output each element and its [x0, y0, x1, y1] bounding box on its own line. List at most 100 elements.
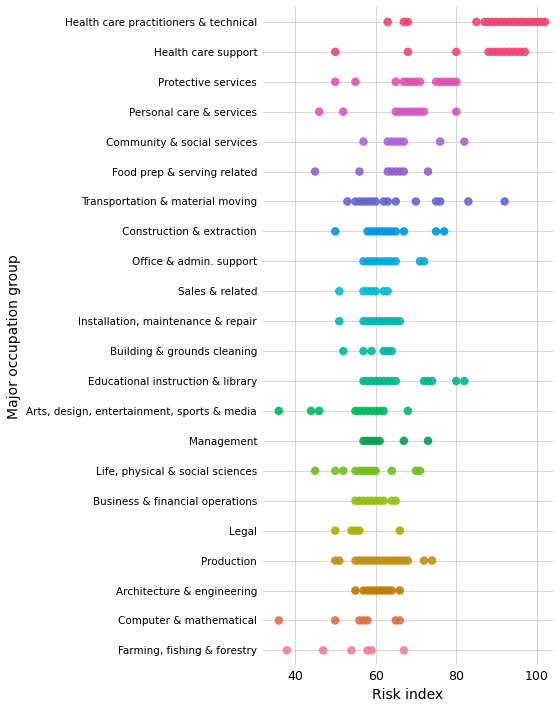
- Point: [359, 495, 368, 506]
- Point: [355, 196, 364, 207]
- Point: [480, 16, 489, 28]
- Point: [484, 46, 493, 57]
- Point: [383, 316, 392, 327]
- Point: [395, 106, 404, 118]
- Point: [363, 495, 372, 506]
- Point: [359, 615, 368, 626]
- Point: [339, 345, 348, 357]
- Point: [335, 316, 344, 327]
- Point: [375, 256, 384, 267]
- Point: [388, 585, 396, 596]
- Point: [391, 316, 400, 327]
- Point: [331, 76, 340, 87]
- Point: [412, 465, 421, 476]
- Point: [339, 465, 348, 476]
- Point: [331, 465, 340, 476]
- Point: [363, 316, 372, 327]
- Point: [440, 76, 449, 87]
- Point: [524, 16, 533, 28]
- Point: [496, 46, 505, 57]
- Point: [379, 196, 388, 207]
- Point: [403, 406, 412, 417]
- Point: [399, 16, 408, 28]
- Point: [399, 225, 408, 237]
- Point: [355, 495, 364, 506]
- Point: [371, 316, 380, 327]
- Point: [391, 375, 400, 386]
- Point: [379, 286, 388, 297]
- Point: [282, 644, 291, 656]
- Point: [403, 76, 412, 87]
- Point: [504, 16, 513, 28]
- Point: [408, 106, 417, 118]
- Point: [315, 406, 324, 417]
- Point: [383, 375, 392, 386]
- Point: [488, 16, 497, 28]
- Point: [367, 286, 376, 297]
- Point: [363, 196, 372, 207]
- Point: [508, 46, 517, 57]
- Point: [391, 615, 400, 626]
- Point: [419, 106, 428, 118]
- Point: [379, 345, 388, 357]
- Point: [383, 345, 392, 357]
- Point: [347, 525, 356, 536]
- Point: [347, 644, 356, 656]
- Point: [379, 316, 388, 327]
- Point: [319, 644, 328, 656]
- Point: [388, 495, 396, 506]
- Point: [423, 375, 432, 386]
- Point: [388, 225, 396, 237]
- Point: [500, 196, 509, 207]
- Point: [452, 375, 461, 386]
- Point: [367, 196, 376, 207]
- Point: [363, 406, 372, 417]
- Point: [331, 555, 340, 566]
- Y-axis label: Major occupation group: Major occupation group: [7, 254, 21, 418]
- Point: [395, 555, 404, 566]
- Point: [383, 225, 392, 237]
- Point: [460, 136, 469, 147]
- Point: [388, 256, 396, 267]
- Point: [383, 256, 392, 267]
- Point: [388, 136, 396, 147]
- Point: [395, 615, 404, 626]
- Point: [343, 196, 352, 207]
- Point: [379, 555, 388, 566]
- Point: [388, 166, 396, 177]
- Point: [416, 76, 424, 87]
- Point: [375, 435, 384, 447]
- Point: [399, 76, 408, 87]
- Point: [516, 46, 525, 57]
- Point: [351, 555, 360, 566]
- Point: [367, 316, 376, 327]
- Point: [399, 555, 408, 566]
- Point: [379, 585, 388, 596]
- Point: [311, 166, 320, 177]
- Point: [367, 345, 376, 357]
- Point: [375, 585, 384, 596]
- Point: [359, 345, 368, 357]
- Point: [399, 644, 408, 656]
- Point: [359, 136, 368, 147]
- Point: [306, 406, 315, 417]
- X-axis label: Risk index: Risk index: [372, 688, 444, 702]
- Point: [383, 286, 392, 297]
- Point: [355, 525, 364, 536]
- Point: [423, 166, 432, 177]
- Point: [363, 465, 372, 476]
- Point: [512, 16, 521, 28]
- Point: [383, 585, 392, 596]
- Point: [419, 555, 428, 566]
- Point: [359, 196, 368, 207]
- Point: [516, 16, 525, 28]
- Point: [371, 585, 380, 596]
- Point: [412, 106, 421, 118]
- Point: [391, 76, 400, 87]
- Point: [412, 76, 421, 87]
- Point: [355, 615, 364, 626]
- Point: [403, 555, 412, 566]
- Point: [536, 16, 545, 28]
- Point: [388, 316, 396, 327]
- Point: [363, 585, 372, 596]
